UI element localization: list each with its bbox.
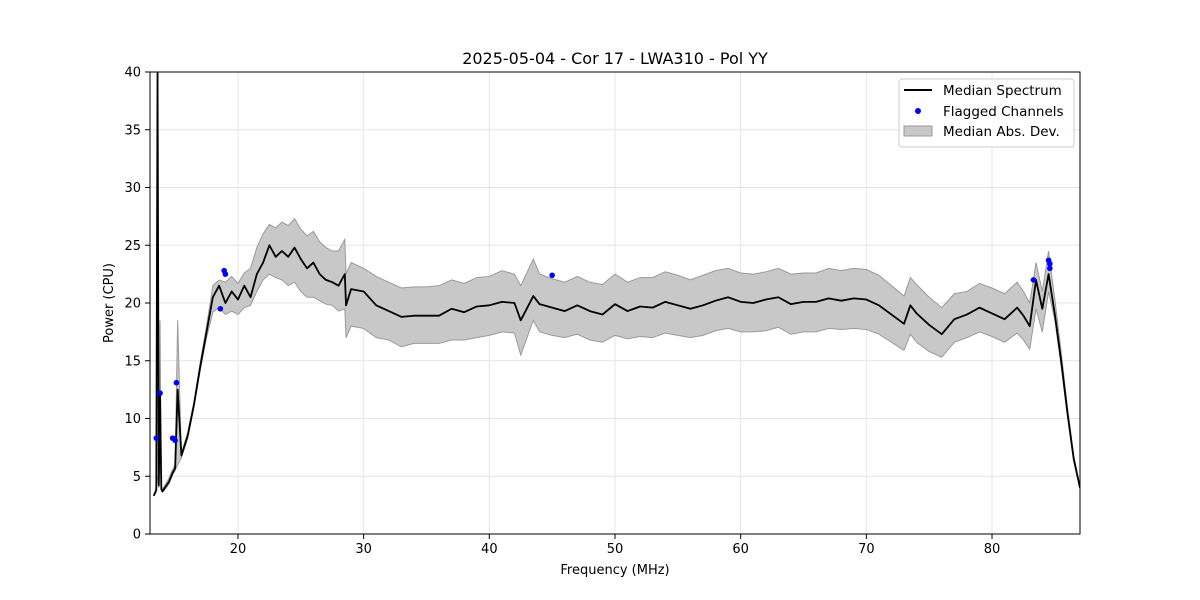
x-axis-ticks: 20 30 40 50 60 70 80 xyxy=(230,534,1001,557)
y-tick-label: 10 xyxy=(124,412,141,427)
x-tick-label: 30 xyxy=(355,542,372,557)
x-tick-label: 60 xyxy=(732,542,749,557)
plot-area xyxy=(152,72,1080,497)
y-tick-label: 15 xyxy=(124,354,141,369)
y-tick-label: 40 xyxy=(124,66,141,81)
legend: Median Spectrum Flagged Channels Median … xyxy=(898,78,1075,148)
x-tick-label: 80 xyxy=(984,542,1001,557)
flagged-channel-point xyxy=(1047,260,1053,267)
y-tick-label: 0 xyxy=(133,528,141,543)
chart-title: 2025-05-04 - Cor 17 - LWA310 - Pol YY xyxy=(462,49,768,68)
flagged-channel-point xyxy=(173,379,180,386)
legend-box xyxy=(898,78,1075,148)
flagged-channel-point xyxy=(217,305,224,312)
y-tick-label: 25 xyxy=(124,239,141,254)
x-tick-label: 20 xyxy=(230,542,247,557)
legend-flagged-label: Flagged Channels xyxy=(943,104,1064,120)
y-tick-label: 20 xyxy=(124,297,141,312)
legend-flagged-swatch xyxy=(915,108,921,114)
y-axis-ticks: 0 5 10 15 20 25 30 35 40 xyxy=(124,66,150,543)
x-axis-title: Frequency (MHz) xyxy=(560,563,669,578)
flagged-channel-point xyxy=(222,271,229,277)
flagged-channel-point xyxy=(157,390,163,396)
legend-mad-swatch xyxy=(903,125,933,137)
y-tick-label: 35 xyxy=(124,123,141,138)
x-tick-label: 70 xyxy=(858,542,875,557)
flagged-channel-point xyxy=(172,437,178,444)
x-tick-label: 40 xyxy=(481,542,498,557)
x-tick-label: 50 xyxy=(607,542,624,557)
y-axis-title: Power (CPU) xyxy=(102,263,117,343)
flagged-channel-point xyxy=(1047,265,1053,272)
flagged-channel-point xyxy=(153,435,160,441)
y-tick-label: 5 xyxy=(133,470,141,485)
y-tick-label: 30 xyxy=(124,181,141,196)
median-spectrum-line xyxy=(152,72,1080,497)
flagged-channel-point xyxy=(1030,277,1037,283)
legend-median-label: Median Spectrum xyxy=(943,83,1062,99)
legend-mad-label: Median Abs. Dev. xyxy=(943,124,1060,140)
mad-band xyxy=(153,72,1080,497)
flagged-channel-point xyxy=(549,272,555,279)
